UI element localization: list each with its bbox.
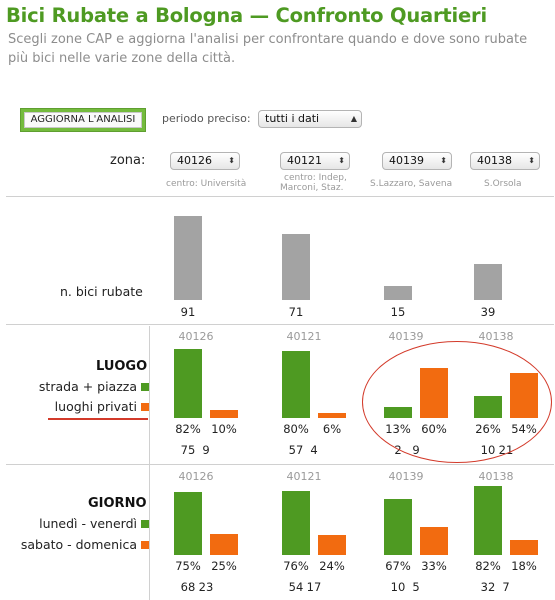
luogo-zone-caption: 40139 bbox=[388, 330, 424, 343]
luogo-zone-caption: 40138 bbox=[478, 330, 514, 343]
zone-select-3[interactable]: 40139 ⬍ bbox=[382, 152, 452, 170]
luogo-percent-orange: 10% bbox=[211, 422, 237, 436]
giorno-zone-caption: 40139 bbox=[388, 470, 424, 483]
zone-desc-2b: Marconi, Staz. bbox=[280, 183, 344, 193]
giorno-count-orange: 5 bbox=[412, 580, 420, 594]
luogo-bar-orange bbox=[318, 412, 346, 418]
zone-select-3-value: 40139 bbox=[389, 154, 424, 167]
luogo-bar-green bbox=[282, 350, 310, 418]
legend-privati: luoghi privati bbox=[55, 399, 149, 414]
legend-swatch-green bbox=[141, 383, 149, 391]
giorno-count-orange: 17 bbox=[306, 580, 322, 594]
giorno-bar-orange bbox=[510, 539, 538, 555]
divider bbox=[6, 324, 554, 325]
giorno-percent-orange: 18% bbox=[511, 559, 537, 573]
giorno-bar-orange bbox=[210, 534, 238, 555]
luogo-percent-green: 82% bbox=[175, 422, 201, 436]
giorno-percent-orange: 24% bbox=[319, 559, 345, 573]
update-analysis-button[interactable]: AGGIORNA L'ANALISI bbox=[20, 108, 146, 132]
total-bar bbox=[174, 216, 202, 300]
giorno-heading: GIORNO bbox=[88, 496, 147, 511]
select-arrows-icon: ▲ bbox=[350, 114, 357, 123]
legend-strada: strada + piazza bbox=[39, 379, 149, 394]
legend-weekend-label: sabato - domenica bbox=[20, 537, 137, 552]
period-select[interactable]: tutti i dati ▲ bbox=[258, 110, 362, 128]
giorno-bar-green bbox=[282, 491, 310, 555]
select-arrows-icon: ⬍ bbox=[228, 156, 235, 165]
zone-desc-2a: centro: Indep, bbox=[284, 173, 347, 183]
luogo-count-orange: 4 bbox=[310, 443, 318, 457]
zone-select-4-value: 40138 bbox=[477, 154, 512, 167]
zone-select-2-value: 40121 bbox=[287, 154, 322, 167]
zone-select-4[interactable]: 40138 ⬍ bbox=[470, 152, 540, 170]
select-arrows-icon: ⬍ bbox=[338, 156, 345, 165]
total-row-label: n. bici rubate bbox=[60, 284, 143, 299]
total-bar bbox=[474, 264, 502, 300]
giorno-count-orange: 23 bbox=[198, 580, 214, 594]
luogo-bar-orange bbox=[210, 409, 238, 418]
highlight-underline bbox=[48, 418, 148, 420]
giorno-bar-green bbox=[474, 486, 502, 555]
luogo-bar-green bbox=[174, 349, 202, 418]
giorno-percent-green: 67% bbox=[385, 559, 411, 573]
highlight-ellipse bbox=[362, 341, 552, 463]
legend-feriali-label: lunedì - venerdì bbox=[39, 516, 137, 531]
legend-strada-label: strada + piazza bbox=[38, 379, 137, 394]
luogo-count-orange: 9 bbox=[202, 443, 210, 457]
legend-swatch-green bbox=[141, 520, 149, 528]
divider bbox=[6, 464, 554, 465]
legend-swatch-orange bbox=[141, 403, 149, 411]
giorno-zone-caption: 40126 bbox=[178, 470, 214, 483]
giorno-percent-green: 76% bbox=[283, 559, 309, 573]
total-value: 15 bbox=[390, 305, 406, 319]
luogo-zone-caption: 40126 bbox=[178, 330, 214, 343]
luogo-zone-caption: 40121 bbox=[286, 330, 322, 343]
total-bar bbox=[282, 234, 310, 300]
total-value: 71 bbox=[288, 305, 304, 319]
giorno-zone-caption: 40121 bbox=[286, 470, 322, 483]
legend-feriali: lunedì - venerdì bbox=[39, 516, 149, 531]
giorno-percent-green: 82% bbox=[475, 559, 501, 573]
zone-desc-1: centro: Università bbox=[166, 179, 247, 189]
vertical-divider bbox=[149, 326, 150, 600]
giorno-count-orange: 7 bbox=[502, 580, 510, 594]
luogo-count-green: 75 bbox=[180, 443, 196, 457]
select-arrows-icon: ⬍ bbox=[440, 156, 447, 165]
giorno-percent-orange: 25% bbox=[211, 559, 237, 573]
update-analysis-label: AGGIORNA L'ANALISI bbox=[24, 112, 142, 128]
giorno-count-green: 54 bbox=[288, 580, 304, 594]
total-bar bbox=[384, 286, 412, 300]
zone-select-1[interactable]: 40126 ⬍ bbox=[170, 152, 240, 170]
giorno-count-green: 68 bbox=[180, 580, 196, 594]
total-value: 91 bbox=[180, 305, 196, 319]
luogo-percent-green: 80% bbox=[283, 422, 309, 436]
giorno-count-green: 10 bbox=[390, 580, 406, 594]
page-title: Bici Rubate a Bologna — Confronto Quarti… bbox=[6, 4, 487, 27]
giorno-count-green: 32 bbox=[480, 580, 496, 594]
luogo-count-green: 57 bbox=[288, 443, 304, 457]
giorno-bar-orange bbox=[318, 534, 346, 555]
total-value: 39 bbox=[480, 305, 496, 319]
giorno-percent-orange: 33% bbox=[421, 559, 447, 573]
zone-label: zona: bbox=[110, 153, 146, 168]
giorno-bar-green bbox=[384, 498, 412, 555]
giorno-bar-orange bbox=[420, 527, 448, 555]
giorno-zone-caption: 40138 bbox=[478, 470, 514, 483]
legend-privati-label: luoghi privati bbox=[54, 399, 137, 414]
period-select-value: tutti i dati bbox=[265, 112, 320, 125]
zone-select-1-value: 40126 bbox=[177, 154, 212, 167]
divider bbox=[6, 196, 554, 197]
page-subtitle: Scegli zone CAP e aggiorna l'analisi per… bbox=[8, 32, 528, 66]
legend-weekend: sabato - domenica bbox=[21, 537, 149, 552]
luogo-heading: LUOGO bbox=[96, 359, 148, 374]
zone-desc-3: S.Lazzaro, Savena bbox=[370, 179, 453, 189]
giorno-bar-green bbox=[174, 492, 202, 555]
zone-select-2[interactable]: 40121 ⬍ bbox=[280, 152, 350, 170]
giorno-percent-green: 75% bbox=[175, 559, 201, 573]
zone-desc-4: S.Orsola bbox=[484, 179, 522, 189]
luogo-percent-orange: 6% bbox=[322, 422, 342, 436]
select-arrows-icon: ⬍ bbox=[528, 156, 535, 165]
legend-swatch-orange bbox=[141, 541, 149, 549]
period-label: periodo preciso: bbox=[162, 112, 251, 125]
